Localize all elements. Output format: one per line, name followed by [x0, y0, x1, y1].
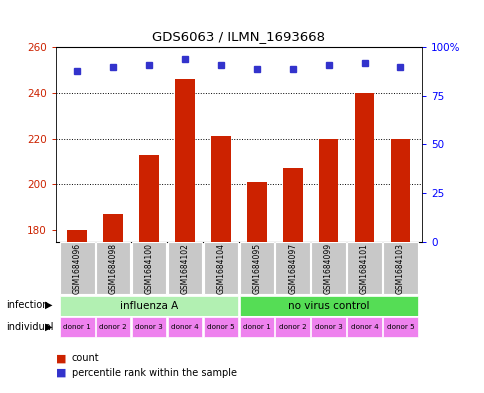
Bar: [103, 214, 123, 242]
Text: no virus control: no virus control: [287, 301, 369, 310]
Bar: [318, 139, 338, 242]
Text: GSM1684101: GSM1684101: [359, 243, 368, 294]
Bar: [167, 317, 202, 337]
Title: GDS6063 / ILMN_1693668: GDS6063 / ILMN_1693668: [152, 30, 325, 43]
Bar: [347, 317, 381, 337]
Text: GSM1684096: GSM1684096: [73, 242, 82, 294]
Bar: [382, 317, 417, 337]
Bar: [239, 317, 273, 337]
Bar: [246, 182, 266, 242]
Bar: [203, 242, 238, 294]
Text: ▶: ▶: [45, 299, 52, 310]
Text: percentile rank within the sample: percentile rank within the sample: [72, 367, 236, 378]
Text: ■: ■: [56, 367, 66, 378]
Text: ▶: ▶: [45, 322, 52, 332]
Text: donor 3: donor 3: [314, 324, 342, 330]
Bar: [239, 296, 417, 316]
Bar: [167, 242, 202, 294]
Bar: [203, 317, 238, 337]
Bar: [382, 242, 417, 294]
Text: GSM1684099: GSM1684099: [323, 242, 333, 294]
Text: donor 5: donor 5: [386, 324, 413, 330]
Text: GSM1684104: GSM1684104: [216, 243, 225, 294]
Bar: [311, 317, 345, 337]
Text: individual: individual: [6, 322, 54, 332]
Bar: [275, 242, 309, 294]
Bar: [390, 139, 409, 242]
Bar: [132, 242, 166, 294]
Text: donor 1: donor 1: [242, 324, 270, 330]
Text: donor 2: donor 2: [99, 324, 127, 330]
Text: ■: ■: [56, 353, 66, 364]
Bar: [354, 93, 374, 242]
Text: infection: infection: [6, 299, 49, 310]
Text: donor 4: donor 4: [171, 324, 198, 330]
Text: GSM1684103: GSM1684103: [395, 243, 404, 294]
Bar: [132, 317, 166, 337]
Text: influenza A: influenza A: [120, 301, 178, 310]
Bar: [311, 242, 345, 294]
Text: GSM1684097: GSM1684097: [287, 242, 297, 294]
Text: GSM1684098: GSM1684098: [108, 243, 118, 294]
Text: GSM1684100: GSM1684100: [144, 243, 153, 294]
Bar: [282, 169, 302, 242]
Text: donor 4: donor 4: [350, 324, 378, 330]
Bar: [175, 79, 195, 242]
Text: donor 1: donor 1: [63, 324, 91, 330]
Bar: [239, 242, 273, 294]
Text: donor 2: donor 2: [278, 324, 306, 330]
Bar: [139, 155, 159, 242]
Bar: [60, 242, 94, 294]
Bar: [67, 230, 87, 242]
Bar: [60, 317, 94, 337]
Bar: [60, 296, 238, 316]
Bar: [96, 317, 130, 337]
Text: donor 5: donor 5: [207, 324, 234, 330]
Bar: [211, 136, 230, 242]
Bar: [347, 242, 381, 294]
Text: donor 3: donor 3: [135, 324, 163, 330]
Bar: [96, 242, 130, 294]
Text: GSM1684102: GSM1684102: [180, 243, 189, 294]
Text: count: count: [72, 353, 99, 364]
Text: GSM1684095: GSM1684095: [252, 242, 261, 294]
Bar: [275, 317, 309, 337]
